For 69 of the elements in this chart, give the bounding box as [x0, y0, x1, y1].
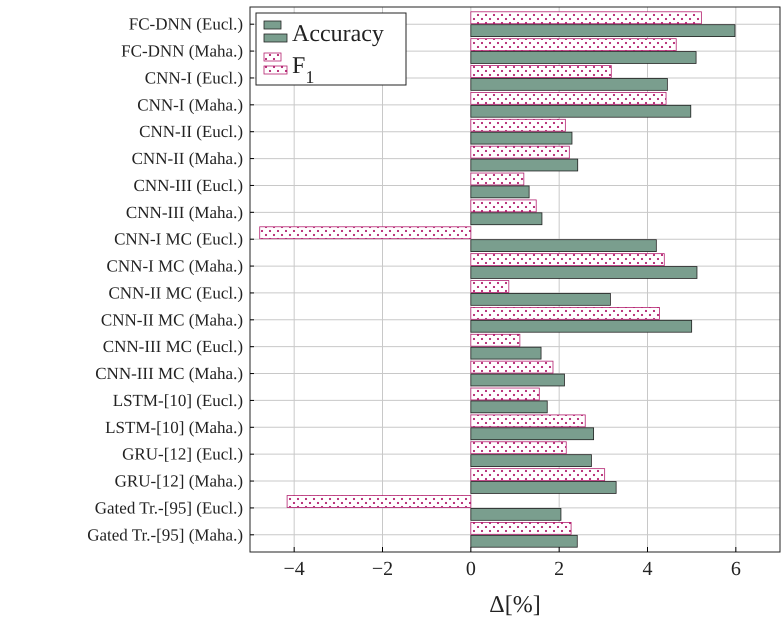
bar [470, 346, 542, 360]
bar [470, 146, 570, 158]
y-tick-label: GRU-[12] (Maha.) [114, 471, 243, 490]
legend-label: F$_{1}$ [292, 53, 314, 87]
bar [470, 307, 660, 320]
bar [470, 388, 540, 400]
bar [470, 104, 692, 118]
bar [470, 293, 611, 306]
bar [470, 24, 736, 37]
y-tick-label: FC-DNN (Eucl.) [128, 14, 243, 34]
bar [470, 92, 666, 105]
bar [470, 414, 586, 428]
bar [470, 266, 698, 279]
y-tick-label: CNN-II (Maha.) [132, 149, 243, 168]
bar [470, 65, 612, 78]
x-tick-label: −4 [284, 558, 305, 580]
bar [470, 468, 606, 481]
bar [470, 186, 530, 198]
bar [470, 132, 572, 144]
bar [470, 320, 692, 333]
y-tick-label: Gated Tr.-[95] (Maha.) [87, 525, 243, 544]
y-tick-label: FC-DNN (Maha.) [121, 42, 243, 61]
bar [470, 239, 657, 252]
y-tick-label: CNN-I (Eucl.) [144, 68, 243, 88]
x-tick-label: 0 [466, 558, 476, 580]
y-tick-label: CNN-I MC (Maha.) [106, 256, 243, 276]
bar [470, 522, 572, 535]
x-tick-label: −2 [372, 558, 394, 580]
y-tick-label: CNN-I MC (Eucl.) [114, 230, 243, 249]
bar [470, 454, 592, 467]
y-tick-label: CNN-II MC (Eucl.) [108, 283, 243, 302]
bar [470, 427, 594, 440]
bar [470, 374, 565, 386]
y-tick-label: CNN-III MC (Eucl.) [102, 337, 243, 356]
y-tick-label: GRU-[12] (Eucl.) [122, 444, 243, 464]
bar [470, 158, 578, 172]
legend-label: Accuracy [292, 21, 384, 47]
y-tick-label: Gated Tr.-[95] (Eucl.) [94, 498, 243, 518]
bar [470, 118, 566, 132]
bar [470, 51, 696, 64]
bar [470, 200, 537, 212]
bar [470, 534, 578, 548]
bar [470, 38, 677, 51]
y-tick-label: LSTM-[10] (Eucl.) [112, 390, 243, 410]
y-tick-label: CNN-III MC (Maha.) [95, 364, 243, 383]
x-tick-label: 2 [554, 558, 564, 580]
y-tick-label: LSTM-[10] (Maha.) [105, 418, 243, 437]
bar [470, 212, 542, 226]
bar [470, 172, 524, 186]
bar [470, 400, 548, 414]
y-tick-label: CNN-III (Eucl.) [133, 176, 243, 195]
bar [470, 280, 510, 293]
bar [470, 360, 554, 374]
x-tick-label: 4 [642, 558, 652, 580]
bar [470, 441, 567, 454]
x-tick-label: 6 [730, 558, 741, 580]
bar [470, 11, 702, 24]
bar [286, 495, 472, 508]
bar [470, 334, 520, 347]
bar [470, 253, 665, 266]
bar [470, 508, 562, 521]
bar [259, 226, 472, 240]
x-axis-title: Δ[%] [489, 592, 541, 618]
bar [470, 481, 617, 494]
y-tick-label: CNN-II MC (Maha.) [100, 310, 243, 330]
y-tick-label: CNN-II (Eucl.) [139, 122, 243, 142]
bar [470, 78, 668, 91]
y-tick-label: CNN-III (Maha.) [126, 202, 243, 222]
y-tick-label: CNN-I (Maha.) [137, 95, 243, 114]
